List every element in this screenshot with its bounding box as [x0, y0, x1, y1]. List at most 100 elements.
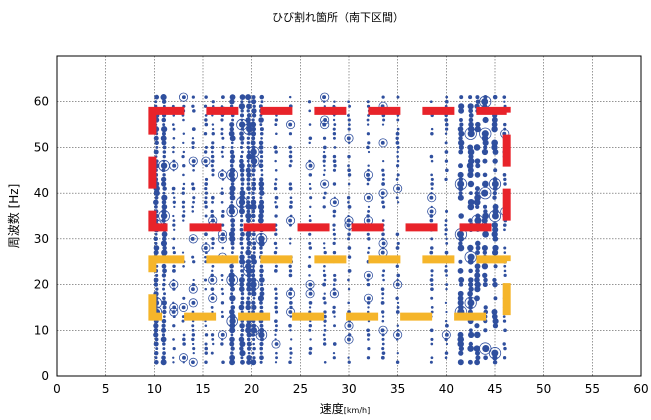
scatter-point: [475, 355, 481, 361]
scatter-point: [191, 205, 194, 209]
scatter-point: [474, 359, 481, 366]
scatter-point: [395, 136, 399, 141]
scatter-point: [246, 296, 251, 301]
scatter-point: [395, 140, 400, 145]
scatter-point: [204, 320, 207, 323]
scatter-point: [161, 126, 168, 133]
scatter-point: [289, 301, 293, 305]
scatter-point: [381, 182, 385, 186]
scatter-point: [230, 141, 234, 145]
scatter-point: [239, 194, 246, 201]
scatter-point-ring: [201, 156, 211, 166]
scatter-point: [251, 181, 257, 187]
scatter-point: [502, 342, 506, 346]
scatter-point: [153, 236, 158, 242]
scatter-point: [259, 268, 264, 274]
scatter-point: [275, 246, 278, 250]
chart-title: ひび割れ箇所（南下区間）: [272, 10, 404, 24]
scatter-point: [274, 178, 278, 181]
scatter-point: [323, 150, 326, 154]
scatter-point: [366, 333, 371, 337]
scatter-point-ring: [305, 280, 315, 290]
scatter-point: [457, 126, 464, 132]
scatter-point: [473, 144, 481, 151]
scatter-point: [274, 264, 278, 268]
scatter-point: [502, 315, 506, 318]
scatter-point: [309, 196, 313, 200]
scatter-point: [182, 342, 186, 346]
scatter-point: [204, 118, 208, 122]
scatter-point: [258, 117, 264, 123]
scatter-point: [182, 355, 186, 360]
scatter-point: [220, 273, 224, 277]
scatter-point: [259, 300, 263, 305]
scatter-point: [457, 267, 464, 274]
scatter-point: [275, 356, 278, 360]
scatter-point: [323, 324, 326, 327]
scatter-point: [161, 355, 166, 361]
scatter-point: [332, 287, 336, 291]
scatter-point: [211, 237, 215, 241]
scatter-point: [154, 140, 159, 146]
scatter-point: [457, 244, 465, 252]
scatter-point: [240, 359, 245, 365]
scatter-point: [445, 237, 448, 241]
scatter-point: [308, 123, 312, 126]
scatter-point: [491, 180, 499, 188]
scatter-point: [273, 145, 278, 150]
scatter-point-ring: [378, 138, 388, 148]
scatter-point: [396, 352, 399, 355]
scatter-point: [161, 327, 167, 333]
scatter-point: [162, 305, 167, 310]
scatter-point: [181, 305, 186, 310]
scatter-point: [458, 144, 464, 151]
scatter-point: [309, 320, 312, 323]
scatter-point: [257, 295, 265, 302]
scatter-point: [181, 191, 185, 195]
scatter-point-ring: [363, 193, 373, 203]
scatter-point: [230, 292, 234, 296]
scatter-point: [204, 351, 208, 355]
scatter-point: [333, 273, 337, 278]
scatter-point: [457, 331, 464, 338]
scatter-point: [210, 164, 214, 168]
scatter-point: [474, 190, 480, 196]
scatter-point: [160, 94, 167, 101]
scatter-point: [154, 232, 158, 236]
scatter-point: [482, 180, 489, 188]
scatter-point: [245, 300, 251, 306]
scatter-point: [323, 191, 327, 195]
scatter-point: [322, 269, 326, 273]
scatter-point: [191, 141, 195, 145]
scatter-point: [161, 140, 167, 146]
scatter-point: [332, 232, 336, 236]
scatter-point: [172, 264, 176, 268]
scatter-point: [153, 282, 159, 287]
scatter-point: [182, 173, 185, 177]
scatter-point: [288, 264, 292, 268]
scatter-point: [288, 186, 293, 191]
scatter-point: [474, 126, 481, 133]
scatter-point: [366, 132, 370, 136]
scatter-point: [239, 258, 246, 265]
x-axis-label-unit: [km/h]: [344, 406, 370, 415]
scatter-point: [347, 204, 352, 209]
scatter-point: [172, 127, 176, 131]
scatter-point: [459, 95, 464, 100]
scatter-point: [482, 116, 489, 124]
scatter-point: [459, 282, 464, 287]
scatter-point-ring: [320, 92, 330, 102]
scatter-point: [444, 301, 448, 305]
scatter-point: [246, 337, 251, 342]
scatter-point: [204, 242, 208, 245]
scatter-point: [502, 356, 507, 360]
scatter-point: [322, 242, 326, 245]
scatter-point-ring: [441, 330, 451, 340]
scatter-point: [260, 282, 264, 287]
scatter-point: [251, 213, 256, 219]
scatter-point: [395, 131, 400, 136]
scatter-point: [252, 346, 256, 351]
scatter-point: [323, 250, 327, 255]
scatter-point: [347, 268, 352, 273]
scatter-point: [323, 246, 326, 250]
